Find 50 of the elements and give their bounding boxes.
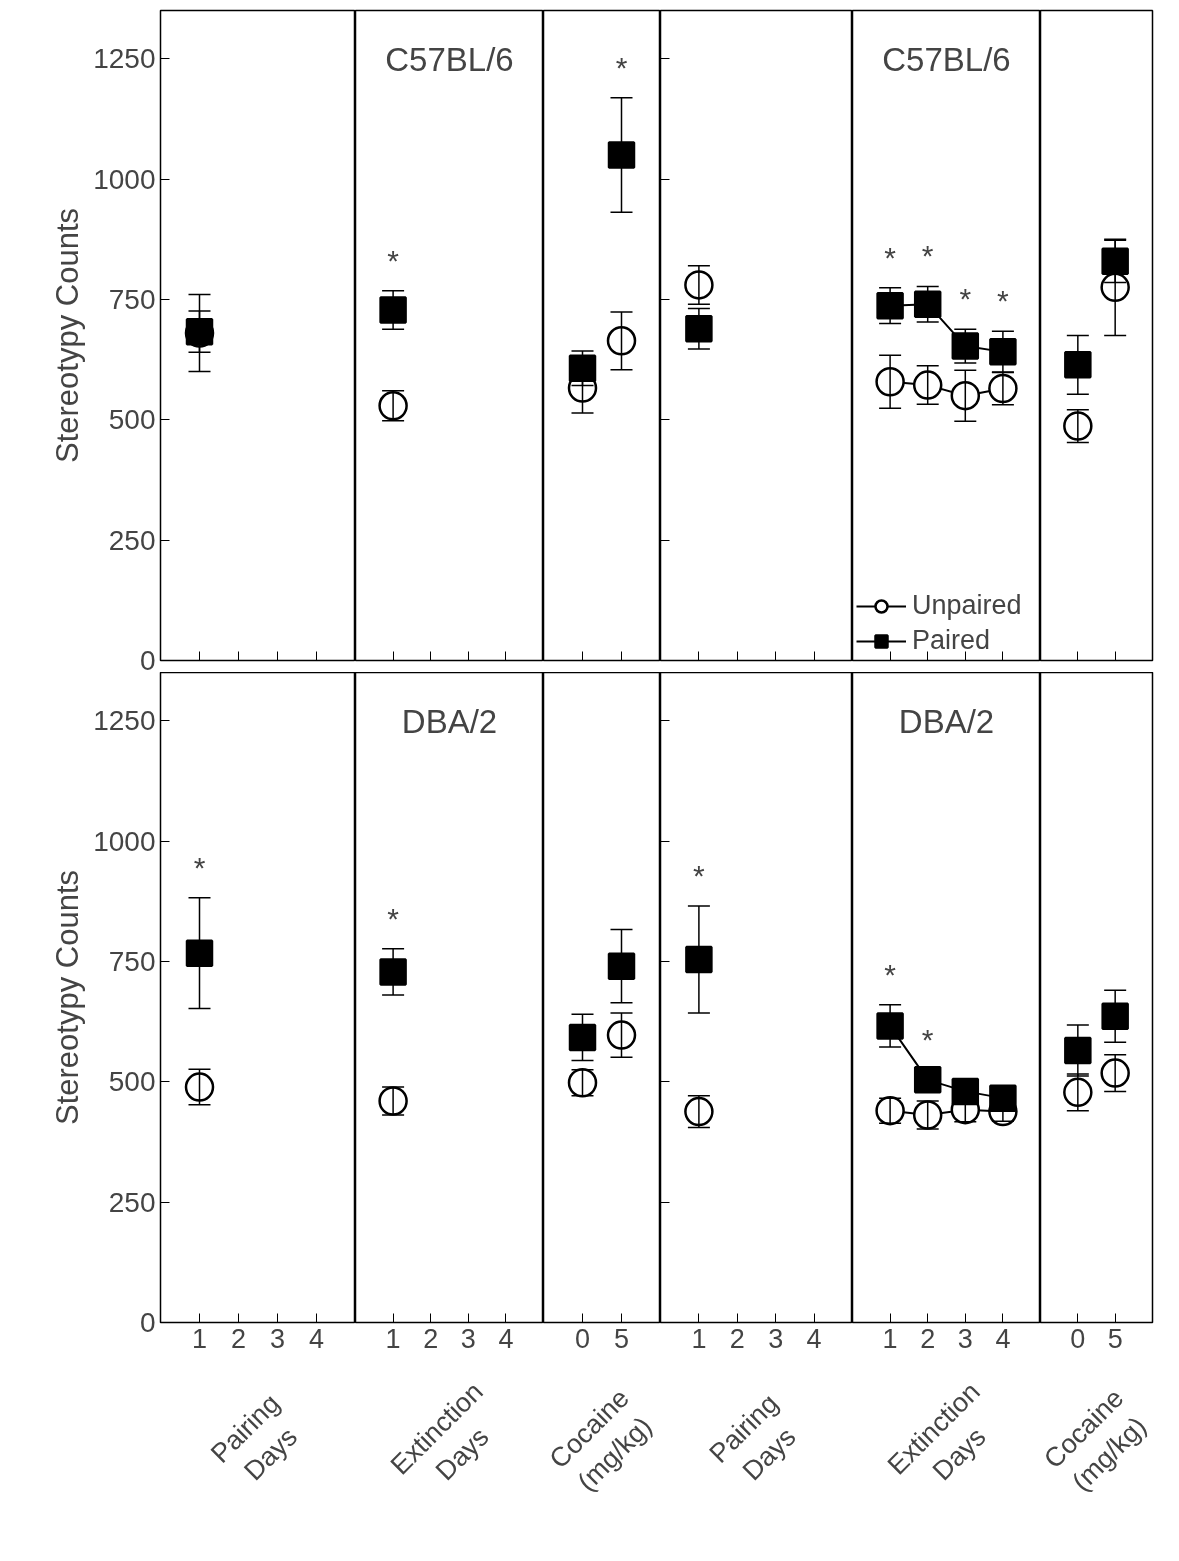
x-tick-label: 1 [882, 1323, 898, 1354]
data-label: * [193, 850, 206, 884]
x-tick-label: 4 [498, 1323, 514, 1354]
data-label: * [387, 901, 400, 935]
x-tick-label: 3 [768, 1323, 784, 1354]
x-tick-label: 3 [269, 1323, 286, 1354]
data-label: * [693, 859, 706, 893]
y-tick-label: 1000 [93, 163, 156, 195]
y-tick-label: 1250 [93, 705, 156, 737]
x-tick-label: 5 [1107, 1323, 1123, 1354]
y-axis-title: Stereotypy Counts [50, 207, 86, 464]
y-tick-label: 500 [108, 404, 156, 436]
y-tick-label: 750 [108, 945, 156, 977]
x-tick-label: 5 [613, 1323, 630, 1354]
x-tick-label: 2 [230, 1323, 247, 1354]
x-tick-label: 4 [995, 1323, 1011, 1354]
x-tick-label: 0 [574, 1323, 591, 1354]
x-tick-label: 2 [423, 1323, 439, 1354]
text: DBA/2 [898, 702, 995, 740]
x-tick-label: 4 [806, 1323, 822, 1354]
data-label: * [615, 50, 628, 84]
text: C57BL/6 [882, 40, 1011, 78]
y-tick-label: 0 [139, 645, 156, 676]
x-tick-label: 2 [729, 1323, 745, 1354]
data-label: * [921, 239, 934, 273]
data-label: * [884, 957, 897, 991]
data-label: * [997, 284, 1010, 318]
data-label: * [921, 1023, 934, 1057]
x-tick-label: 1 [385, 1323, 401, 1354]
x-tick-label: 4 [308, 1323, 325, 1354]
text: DBA/2 [401, 702, 498, 740]
x-tick-label: 1 [191, 1323, 208, 1354]
data-label: * [387, 243, 400, 277]
y-tick-label: 250 [108, 1186, 156, 1218]
data-label: * [884, 240, 897, 274]
x-tick-label: 2 [920, 1323, 936, 1354]
x-tick-label: 0 [1070, 1323, 1086, 1354]
data-label: * [959, 282, 972, 316]
y-tick-label: 250 [108, 524, 156, 556]
x-tick-label: 3 [957, 1323, 973, 1354]
legend-label: Unpaired [912, 590, 1022, 621]
y-tick-label: 500 [108, 1066, 156, 1098]
text: C57BL/6 [385, 40, 514, 78]
y-tick-label: 1000 [93, 825, 156, 857]
y-axis-title: Stereotypy Counts [50, 869, 86, 1126]
legend-label: Paired [912, 625, 991, 656]
y-tick-label: 750 [108, 283, 156, 315]
x-tick-label: 1 [691, 1323, 707, 1354]
x-tick-label: 3 [460, 1323, 476, 1354]
y-tick-label: 1250 [93, 43, 156, 75]
